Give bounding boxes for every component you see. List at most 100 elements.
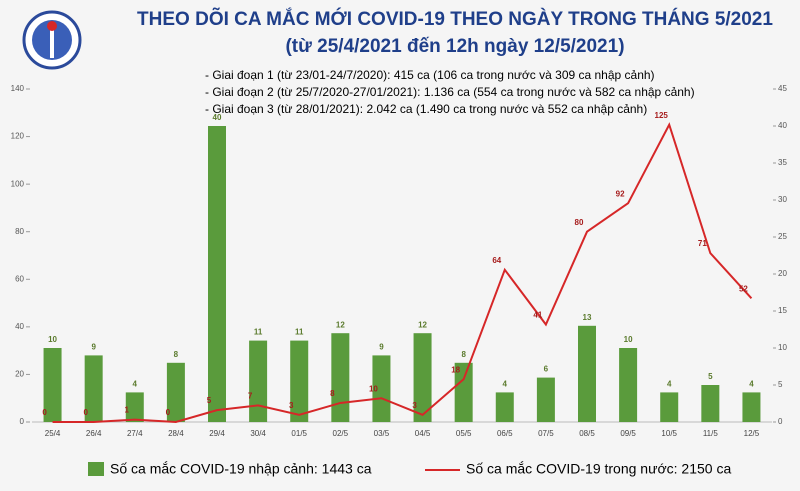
bar-label: 9 xyxy=(379,343,384,352)
x-tick-label: 08/5 xyxy=(579,429,595,438)
y-tick-label: 140 xyxy=(11,84,25,93)
y-tick-label: 120 xyxy=(11,132,25,141)
bar-label: 12 xyxy=(418,320,427,329)
bar xyxy=(495,392,514,422)
bar-label: 8 xyxy=(174,350,179,359)
bar xyxy=(742,392,761,422)
bar-label: 13 xyxy=(583,313,592,322)
bar-label: 10 xyxy=(48,335,57,344)
bar xyxy=(578,325,596,422)
bar-label: 4 xyxy=(667,380,672,389)
line-label: 1 xyxy=(125,406,130,415)
y-tick-label: 40 xyxy=(15,322,24,331)
line-label: 125 xyxy=(655,111,669,120)
x-tick-label: 27/4 xyxy=(127,429,143,438)
bar xyxy=(249,340,268,422)
legend-label: Số ca mắc COVID-19 nhập cảnh: 1443 ca xyxy=(110,461,372,477)
y2-tick-label: 45 xyxy=(778,84,787,93)
y2-tick-label: 5 xyxy=(778,380,783,389)
note: - Giai đoạn 2 (từ 25/7/2020-27/01/2021):… xyxy=(205,85,695,99)
line-label: 64 xyxy=(492,256,501,265)
bar xyxy=(331,333,350,422)
bar xyxy=(660,392,679,422)
bar xyxy=(166,362,185,422)
bar-label: 11 xyxy=(254,328,263,337)
x-tick-label: 29/4 xyxy=(209,429,225,438)
legend-label: Số ca mắc COVID-19 trong nước: 2150 ca xyxy=(466,461,731,477)
x-tick-label: 28/4 xyxy=(168,429,184,438)
line-label: 41 xyxy=(533,311,542,320)
bar xyxy=(372,355,391,422)
x-tick-label: 05/5 xyxy=(456,429,472,438)
bar xyxy=(125,392,144,422)
bar-label: 9 xyxy=(91,343,96,352)
y-tick-label: 80 xyxy=(15,227,24,236)
bar xyxy=(84,355,103,422)
line-label: 18 xyxy=(451,365,460,374)
bar-label: 4 xyxy=(503,380,508,389)
y-tick-label: 20 xyxy=(15,370,24,379)
line-label: 3 xyxy=(412,401,417,410)
chart-title: THEO DÕI CA MẮC MỚI COVID-19 THEO NGÀY T… xyxy=(137,8,773,30)
bar-label: 40 xyxy=(213,113,222,122)
bar xyxy=(290,340,309,422)
y2-tick-label: 40 xyxy=(778,121,787,130)
y2-tick-label: 30 xyxy=(778,195,787,204)
bar xyxy=(536,377,555,422)
y2-tick-label: 20 xyxy=(778,269,787,278)
bar xyxy=(413,333,432,422)
line-label: 71 xyxy=(698,239,707,248)
bar xyxy=(619,348,638,422)
line-label: 0 xyxy=(166,408,171,417)
y2-tick-label: 25 xyxy=(778,232,787,241)
line-label: 0 xyxy=(42,408,47,417)
x-tick-label: 07/5 xyxy=(538,429,554,438)
line-label: 7 xyxy=(248,391,253,400)
bar xyxy=(454,362,473,422)
y-tick-label: 100 xyxy=(11,179,25,188)
x-tick-label: 09/5 xyxy=(620,429,636,438)
bar-label: 11 xyxy=(295,328,304,337)
x-tick-label: 10/5 xyxy=(661,429,677,438)
x-tick-label: 12/5 xyxy=(744,429,760,438)
x-tick-label: 01/5 xyxy=(291,429,307,438)
x-tick-label: 04/5 xyxy=(415,429,431,438)
y2-tick-label: 35 xyxy=(778,158,787,167)
line-label: 10 xyxy=(369,384,378,393)
x-tick-label: 06/5 xyxy=(497,429,513,438)
x-tick-label: 11/5 xyxy=(703,429,719,438)
bar xyxy=(43,348,62,422)
y-tick-label: 0 xyxy=(20,417,25,426)
line-label: 5 xyxy=(207,396,212,405)
line xyxy=(52,122,753,424)
bar-label: 4 xyxy=(749,380,754,389)
logo xyxy=(22,10,82,70)
bar-label: 4 xyxy=(133,380,138,389)
chart-subtitle: (từ 25/4/2021 đến 12h ngày 12/5/2021) xyxy=(285,36,624,57)
note: - Giai đoạn 1 (từ 23/01-24/7/2020): 415 … xyxy=(205,68,655,82)
y2-tick-label: 10 xyxy=(778,343,787,352)
bar xyxy=(208,126,226,422)
y2-tick-label: 15 xyxy=(778,306,787,315)
bar xyxy=(701,385,720,422)
bar-label: 6 xyxy=(544,365,549,374)
line-label: 0 xyxy=(83,408,88,417)
x-tick-label: 30/4 xyxy=(250,429,266,438)
y2-tick-label: 0 xyxy=(778,417,783,426)
x-tick-label: 26/4 xyxy=(86,429,102,438)
line-label: 92 xyxy=(616,189,625,198)
x-tick-label: 02/5 xyxy=(333,429,349,438)
bar-label: 8 xyxy=(461,350,466,359)
line-label: 3 xyxy=(289,401,294,410)
line-label: 8 xyxy=(330,389,335,398)
y-tick-label: 60 xyxy=(15,274,24,283)
x-tick-label: 03/5 xyxy=(374,429,390,438)
bar-label: 5 xyxy=(708,372,713,381)
x-tick-label: 25/4 xyxy=(45,429,61,438)
note: - Giai đoạn 3 (từ 28/01/2021): 2.042 ca … xyxy=(205,102,647,116)
line-label: 52 xyxy=(739,284,748,293)
bar-label: 10 xyxy=(624,335,633,344)
legend-swatch xyxy=(88,462,104,476)
bar-label: 12 xyxy=(336,320,345,329)
